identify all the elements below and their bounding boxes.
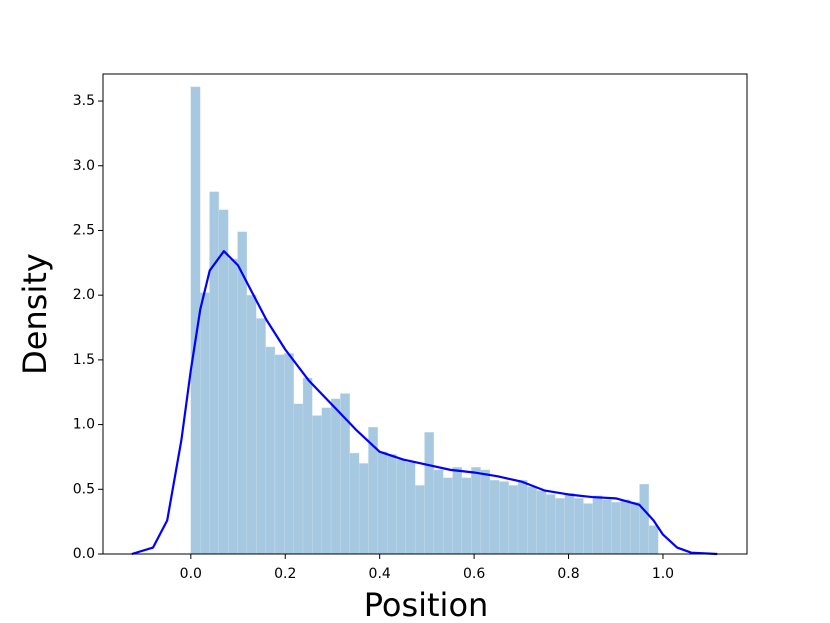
bar	[302, 377, 313, 555]
x-tick-label: 0.6	[463, 566, 485, 582]
bar	[583, 503, 593, 555]
bar	[461, 477, 472, 555]
bar	[527, 486, 537, 555]
y-tick-label: 2.0	[73, 287, 95, 303]
bar	[536, 490, 547, 555]
bar	[601, 499, 612, 555]
y-tick-label: 0.5	[73, 481, 95, 497]
y-axis-label: Density	[16, 253, 54, 375]
bar	[200, 292, 210, 555]
bar	[293, 403, 304, 555]
y-tick-label: 1.5	[73, 352, 95, 368]
y-tick-label: 3.0	[73, 158, 95, 174]
bar	[592, 495, 603, 555]
bar	[433, 469, 444, 555]
y-tick-label: 0.0	[73, 546, 95, 562]
bar	[471, 467, 481, 555]
bar	[564, 493, 575, 555]
x-tick-label: 0.4	[369, 566, 391, 582]
bar	[573, 498, 584, 555]
bar	[415, 485, 425, 555]
y-tick-label: 3.5	[73, 93, 95, 109]
bar	[424, 432, 435, 555]
bar	[639, 483, 650, 555]
bar	[218, 209, 229, 555]
x-tick-label: 0.2	[274, 566, 296, 582]
bar	[349, 452, 360, 555]
bar	[648, 525, 659, 555]
bar	[499, 481, 509, 555]
bar	[265, 346, 276, 555]
bar	[386, 454, 397, 555]
bar	[620, 499, 631, 555]
bar	[611, 502, 621, 555]
bar	[489, 480, 500, 555]
bar	[274, 354, 285, 555]
bar	[443, 477, 453, 555]
x-tick-label: 0.0	[180, 566, 202, 582]
bar	[256, 318, 266, 555]
plot-frame	[102, 73, 748, 555]
x-axis-label: Position	[364, 586, 489, 623]
bar	[246, 295, 257, 555]
x-tick-label: 1.0	[652, 566, 674, 582]
bar	[312, 415, 322, 555]
y-tick-label: 2.5	[73, 222, 95, 238]
bar	[228, 258, 238, 555]
bar	[330, 398, 341, 555]
kde-line	[131, 250, 718, 556]
bar	[452, 467, 463, 555]
bar	[517, 480, 528, 555]
x-tick-label: 0.8	[557, 566, 579, 582]
bar	[405, 461, 416, 555]
bar	[545, 494, 556, 555]
bar	[358, 463, 369, 555]
y-tick-label: 1.0	[73, 417, 95, 433]
bar	[209, 191, 220, 555]
bar	[321, 407, 332, 555]
bar	[508, 485, 519, 555]
bar	[377, 451, 388, 555]
bar	[555, 498, 565, 555]
bar	[284, 353, 294, 555]
bar	[480, 469, 491, 555]
bar	[630, 502, 640, 555]
bar	[396, 459, 406, 555]
